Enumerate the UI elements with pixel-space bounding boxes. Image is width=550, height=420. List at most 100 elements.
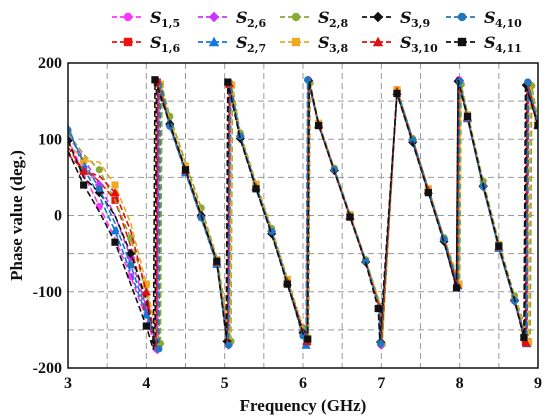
y-axis-label: Phase value (deg.) xyxy=(7,150,26,281)
data-point xyxy=(424,189,432,197)
legend-marker xyxy=(372,36,384,47)
legend-label: S xyxy=(150,33,162,52)
legend-label: S xyxy=(318,8,330,27)
x-tick-label: 6 xyxy=(299,375,307,392)
x-tick-label: 3 xyxy=(64,375,72,392)
legend-label: S xyxy=(484,8,496,27)
legend-marker xyxy=(123,12,133,22)
data-point xyxy=(374,304,382,313)
legend-marker xyxy=(372,11,384,23)
data-point xyxy=(80,181,88,189)
x-tick-label: 5 xyxy=(221,375,229,392)
legend-item-3-10: S 3,10 xyxy=(362,33,438,55)
legend-marker xyxy=(208,11,220,23)
data-point xyxy=(534,121,538,130)
series-layer xyxy=(68,75,538,355)
data-point xyxy=(155,345,163,353)
data-point xyxy=(463,112,472,120)
data-point xyxy=(79,166,89,175)
data-point xyxy=(224,341,233,349)
data-point xyxy=(521,338,531,347)
legend-marker xyxy=(457,37,467,47)
data-point xyxy=(362,257,370,265)
data-point xyxy=(68,136,73,146)
x-tick-label: 7 xyxy=(377,375,385,392)
y-tick-label: 200 xyxy=(38,55,62,72)
y-tick-label: -200 xyxy=(33,360,62,377)
legend-label: S xyxy=(400,8,412,27)
legend-item-3-9: S 3,9 xyxy=(362,8,430,30)
series-line xyxy=(68,80,538,349)
legend-label-subscript: 4,10 xyxy=(495,17,522,30)
legend-label: S xyxy=(400,33,412,52)
data-point xyxy=(213,257,221,265)
y-tick-label: -100 xyxy=(33,284,62,301)
data-point xyxy=(252,185,260,193)
data-point xyxy=(315,121,323,130)
legend-marker xyxy=(291,12,301,22)
legend-label-subscript: 3,9 xyxy=(411,17,430,30)
legend-item-4-11: S 4,11 xyxy=(446,33,522,55)
data-point xyxy=(111,181,119,189)
data-point xyxy=(126,249,136,259)
legend-label: S xyxy=(236,8,248,27)
data-point xyxy=(304,76,312,84)
data-point xyxy=(95,166,103,174)
y-tick-labels: 200 100 0 -100 -200 xyxy=(33,55,62,377)
legend-item-1-6: S 1,6 xyxy=(112,33,180,55)
legend-label: S xyxy=(150,8,162,27)
plot-frame xyxy=(67,62,539,369)
data-point xyxy=(495,242,503,250)
data-point xyxy=(127,261,135,269)
legend-item-2-8: S 2,8 xyxy=(280,8,348,30)
data-point xyxy=(142,322,150,330)
data-point xyxy=(110,226,120,235)
data-point xyxy=(80,157,88,165)
legend-item-3-8: S 3,8 xyxy=(280,33,348,55)
data-point xyxy=(346,213,354,221)
data-point xyxy=(524,78,532,86)
legend-item-4-10: S 4,10 xyxy=(446,8,522,30)
x-tick-labels: 3 4 5 6 7 8 9 xyxy=(64,375,542,392)
data-point xyxy=(304,335,312,343)
legend-label-subscript: 1,5 xyxy=(161,17,180,30)
x-tick-label: 8 xyxy=(456,375,464,392)
legend-item-2-7: S 2,7 xyxy=(198,33,266,55)
data-point xyxy=(456,77,464,85)
data-point xyxy=(142,280,150,288)
series-line xyxy=(68,79,538,350)
data-point xyxy=(111,238,119,246)
legend-marker xyxy=(123,37,133,47)
data-point xyxy=(283,280,291,288)
data-point xyxy=(68,126,72,134)
legend-label-subscript: 2,7 xyxy=(247,42,266,55)
legend-label-subscript: 2,8 xyxy=(329,17,348,30)
data-point xyxy=(520,333,528,342)
data-point xyxy=(525,338,533,346)
x-axis-label: Frequency (GHz) xyxy=(240,396,367,415)
legend-marker xyxy=(208,36,220,47)
data-point xyxy=(95,185,103,193)
legend-label: S xyxy=(318,33,330,52)
legend-label-subscript: 3,8 xyxy=(329,42,348,55)
grid xyxy=(68,63,538,368)
legend-label-subscript: 2,6 xyxy=(247,17,266,30)
data-point xyxy=(224,78,232,86)
y-tick-label: 0 xyxy=(54,208,62,225)
legend-marker xyxy=(457,12,467,22)
legend-label-subscript: 3,10 xyxy=(411,42,438,55)
y-tick-label: 100 xyxy=(38,131,62,148)
data-point xyxy=(141,287,151,296)
data-point xyxy=(393,89,401,98)
x-tick-label: 9 xyxy=(534,375,542,392)
legend-item-2-6: S 2,6 xyxy=(198,8,266,30)
legend-label: S xyxy=(484,33,496,52)
data-point xyxy=(452,284,461,292)
legend: S 1,5S 1,6S 2,6S 2,7S 2,8S 3,8S 3,9S 3,10S 4,10S 4… xyxy=(112,8,522,55)
data-point xyxy=(181,166,190,174)
legend-label: S xyxy=(236,33,248,52)
legend-label-subscript: 4,11 xyxy=(495,42,522,55)
data-point xyxy=(110,188,120,197)
legend-label-subscript: 1,6 xyxy=(161,42,180,55)
